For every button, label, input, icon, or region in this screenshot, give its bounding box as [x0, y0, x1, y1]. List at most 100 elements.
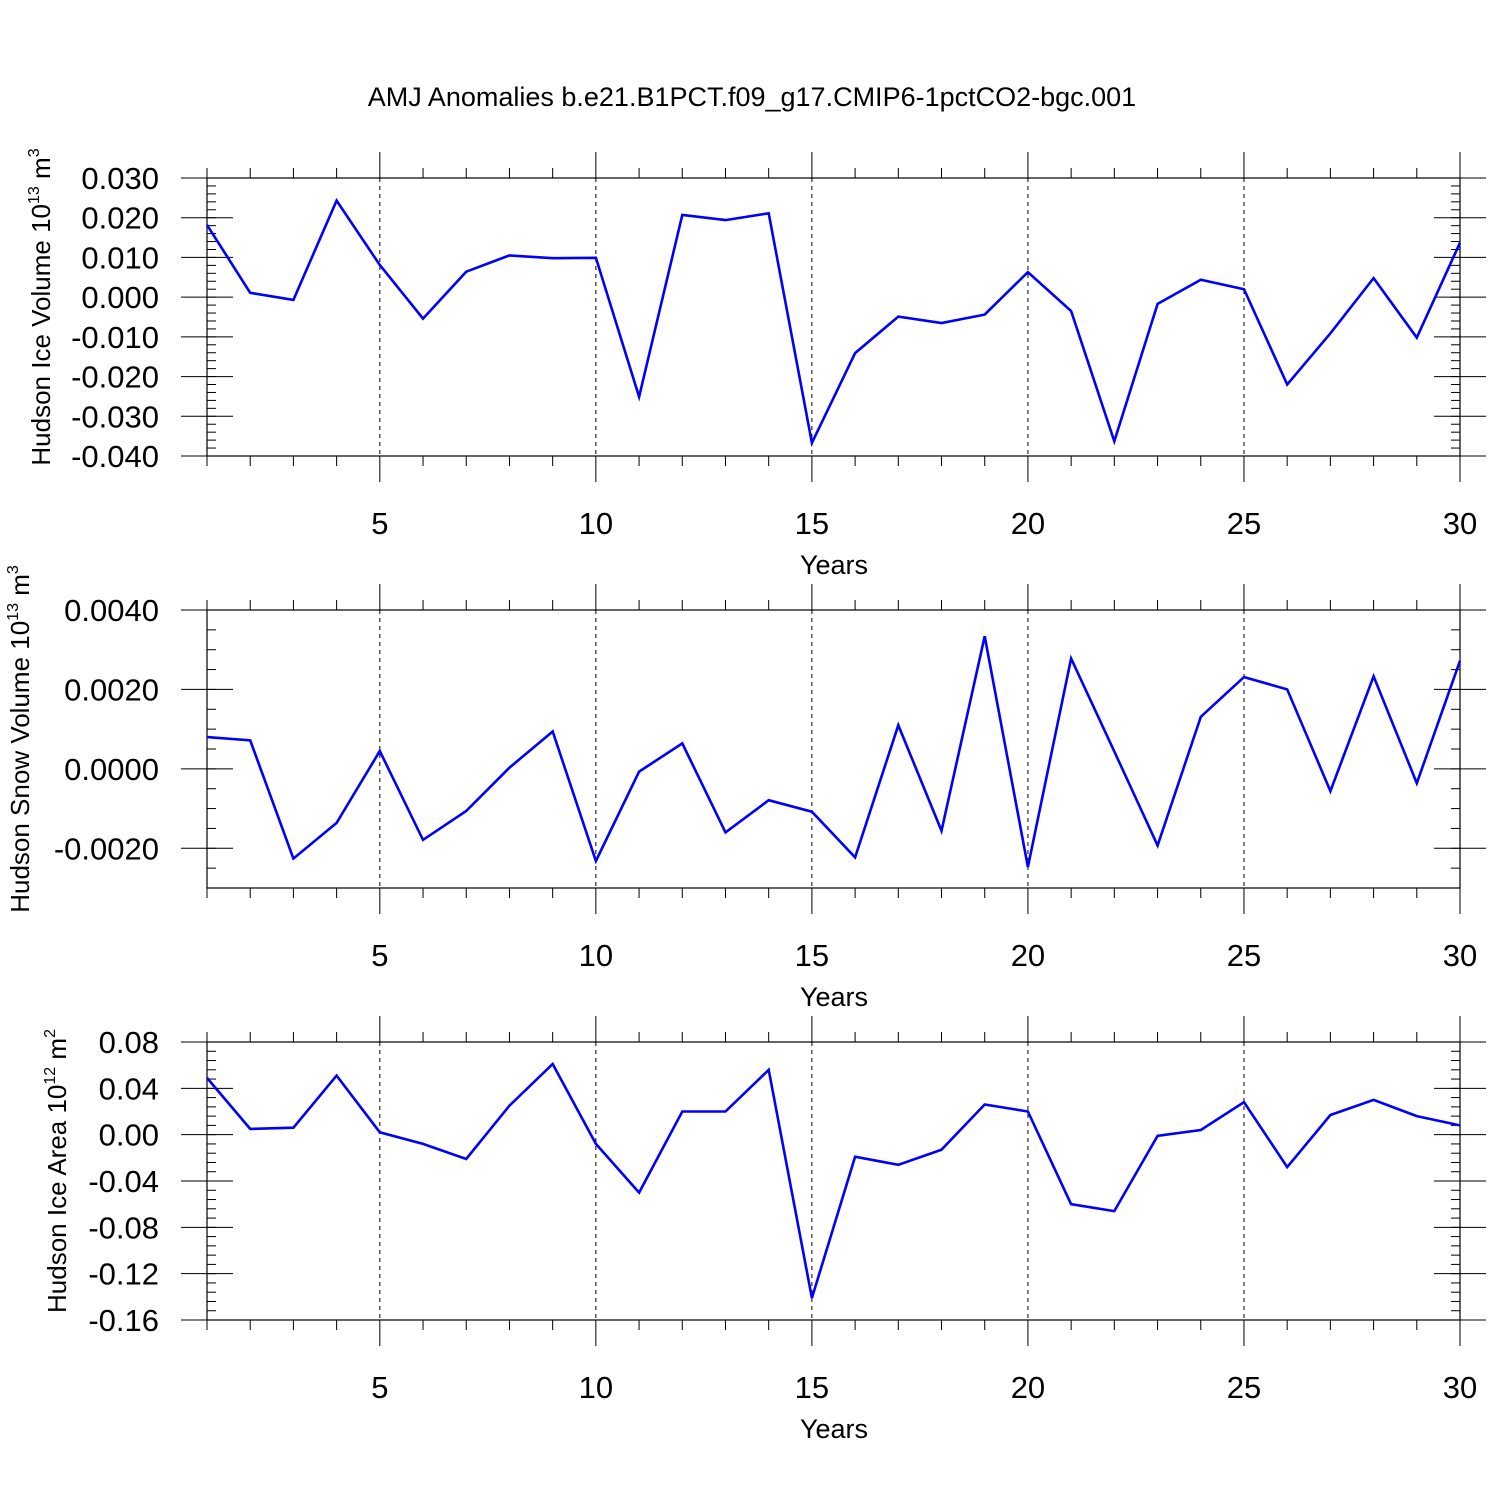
data-point [984, 635, 986, 637]
x-tick-label: 15 [795, 938, 829, 973]
y-tick-label: -0.0020 [54, 831, 159, 866]
data-point [854, 856, 856, 858]
data-point [1459, 660, 1461, 662]
data-point [768, 799, 770, 801]
data-point [1113, 440, 1115, 442]
x-tick-label: 5 [371, 1370, 388, 1405]
y-axis-label: Hudson Ice Area 1012 m2 [42, 1029, 72, 1313]
x-tick-label: 25 [1227, 506, 1261, 541]
y-tick-label: 0.08 [99, 1025, 159, 1060]
data-point [1373, 675, 1375, 677]
x-tick-label: 10 [579, 1370, 613, 1405]
data-point [1329, 790, 1331, 792]
data-point [811, 1297, 813, 1299]
y-tick-label: -0.04 [88, 1164, 159, 1199]
y-tick-label: 0.00 [99, 1118, 159, 1153]
data-point [941, 1149, 943, 1151]
data-point [1070, 310, 1072, 312]
chart-title: AMJ Anomalies b.e21.B1PCT.f09_g17.CMIP6-… [368, 82, 1136, 112]
x-tick-label: 30 [1443, 506, 1477, 541]
data-point [422, 1143, 424, 1145]
y-axis-label: Hudson Ice Volume 1013 m3 [26, 148, 56, 465]
data-point [768, 212, 770, 214]
y-axis-label: Hudson Snow Volume 1013 m3 [5, 565, 35, 913]
data-point [1243, 288, 1245, 290]
x-tick-label: 25 [1227, 938, 1261, 973]
data-point [595, 860, 597, 862]
data-point [249, 1128, 251, 1130]
y-axis-label-unit: m [42, 1038, 72, 1067]
data-point [508, 254, 510, 256]
data-point [1286, 688, 1288, 690]
data-point [1329, 1114, 1331, 1116]
y-axis-label-text: Hudson Ice Volume 10 [26, 204, 56, 466]
data-point [379, 264, 381, 266]
data-point [897, 724, 899, 726]
data-point [1243, 676, 1245, 678]
y-tick-label: 0.030 [81, 161, 159, 196]
y-tick-label: -0.030 [71, 399, 159, 434]
y-axis-label-unit-exponent: 2 [42, 1029, 59, 1038]
data-point [206, 736, 208, 738]
x-tick-label: 5 [371, 506, 388, 541]
data-point [379, 750, 381, 752]
data-point [681, 214, 683, 216]
data-point [465, 810, 467, 812]
x-axis-label: Years [800, 550, 868, 580]
data-point [1027, 1111, 1029, 1113]
y-tick-label: -0.16 [88, 1303, 159, 1338]
data-point [552, 1063, 554, 1065]
data-point [206, 1077, 208, 1079]
data-point [336, 1075, 338, 1077]
data-point [1070, 1203, 1072, 1205]
data-point [465, 1158, 467, 1160]
y-tick-label: 0.04 [99, 1071, 159, 1106]
data-point [552, 257, 554, 259]
data-point [811, 442, 813, 444]
data-point [206, 224, 208, 226]
x-tick-label: 5 [371, 938, 388, 973]
data-point [1329, 332, 1331, 334]
data-point [1200, 1129, 1202, 1131]
data-point [552, 731, 554, 733]
data-point [854, 1156, 856, 1158]
data-point [768, 1069, 770, 1071]
data-point [508, 767, 510, 769]
y-tick-label: 0.0020 [64, 672, 159, 707]
data-point [508, 1105, 510, 1107]
panels: 0.030 0.020 0.010 0.000 -0.010 -0.020 -0.030 -0… [5, 148, 1486, 1444]
series-line [205, 197, 1462, 448]
x-tick-label: 25 [1227, 1370, 1261, 1405]
x-tick-label: 15 [795, 1370, 829, 1405]
data-point [1286, 384, 1288, 386]
y-axis-label-exponent: 12 [42, 1067, 59, 1085]
data-point [249, 739, 251, 741]
x-tick-label: 10 [579, 506, 613, 541]
y-tick-label: -0.12 [88, 1257, 159, 1292]
data-point [1286, 1166, 1288, 1168]
y-axis-label-unit: m [26, 157, 56, 186]
data-point [897, 316, 899, 318]
data-point [1373, 1099, 1375, 1101]
y-axis-label-unit-exponent: 3 [26, 148, 43, 157]
data-point [638, 771, 640, 773]
y-tick-label: -0.08 [88, 1210, 159, 1245]
x-tick-label: 30 [1443, 938, 1477, 973]
data-point [1416, 1115, 1418, 1117]
data-point [724, 219, 726, 221]
x-tick-label: 20 [1011, 938, 1045, 973]
data-point [1416, 337, 1418, 339]
data-point [1243, 1101, 1245, 1103]
y-axis-label-text: Hudson Ice Area 10 [42, 1085, 72, 1313]
data-point [941, 322, 943, 324]
data-point [1027, 271, 1029, 273]
y-axis-label-text: Hudson Snow Volume 10 [5, 621, 35, 913]
data-point [1070, 657, 1072, 659]
panel-1: 0.030 0.020 0.010 0.000 -0.010 -0.020 -0.030 -0… [26, 148, 1486, 580]
data-point [681, 742, 683, 744]
data-point [336, 822, 338, 824]
data-point [595, 257, 597, 259]
data-point [724, 831, 726, 833]
x-axis-label: Years [800, 1414, 868, 1444]
